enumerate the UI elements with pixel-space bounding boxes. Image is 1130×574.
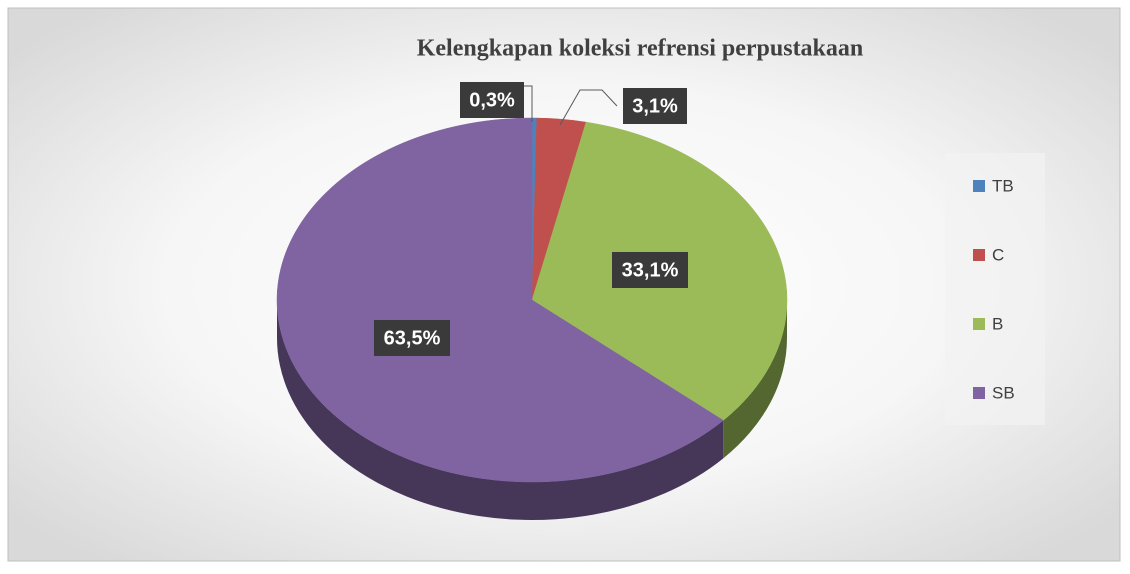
legend-swatch	[973, 318, 985, 330]
data-label-box	[460, 82, 524, 118]
data-label-box	[612, 252, 688, 288]
legend-swatch	[973, 180, 985, 192]
pie-side	[277, 300, 724, 521]
leader-line	[524, 85, 533, 122]
pie-side	[723, 300, 787, 459]
data-label-box	[374, 320, 450, 356]
legend-swatch	[973, 387, 985, 399]
legend-label: B	[992, 314, 1003, 333]
chart-title: Kelengkapan koleksi refrensi perpustakaa…	[417, 36, 864, 62]
legend-label: C	[992, 245, 1004, 264]
legend-box	[945, 153, 1045, 425]
legend-swatch	[973, 249, 985, 261]
pie-slice	[276, 117, 724, 483]
leader-line	[559, 89, 618, 126]
legend-label: TB	[992, 176, 1014, 195]
data-label: 0,3%	[469, 89, 515, 111]
data-label: 63,5%	[384, 327, 441, 349]
legend-label: SB	[992, 383, 1015, 402]
data-label-box	[623, 88, 687, 124]
data-label: 33,1%	[622, 259, 679, 281]
data-label: 3,1%	[632, 95, 678, 117]
